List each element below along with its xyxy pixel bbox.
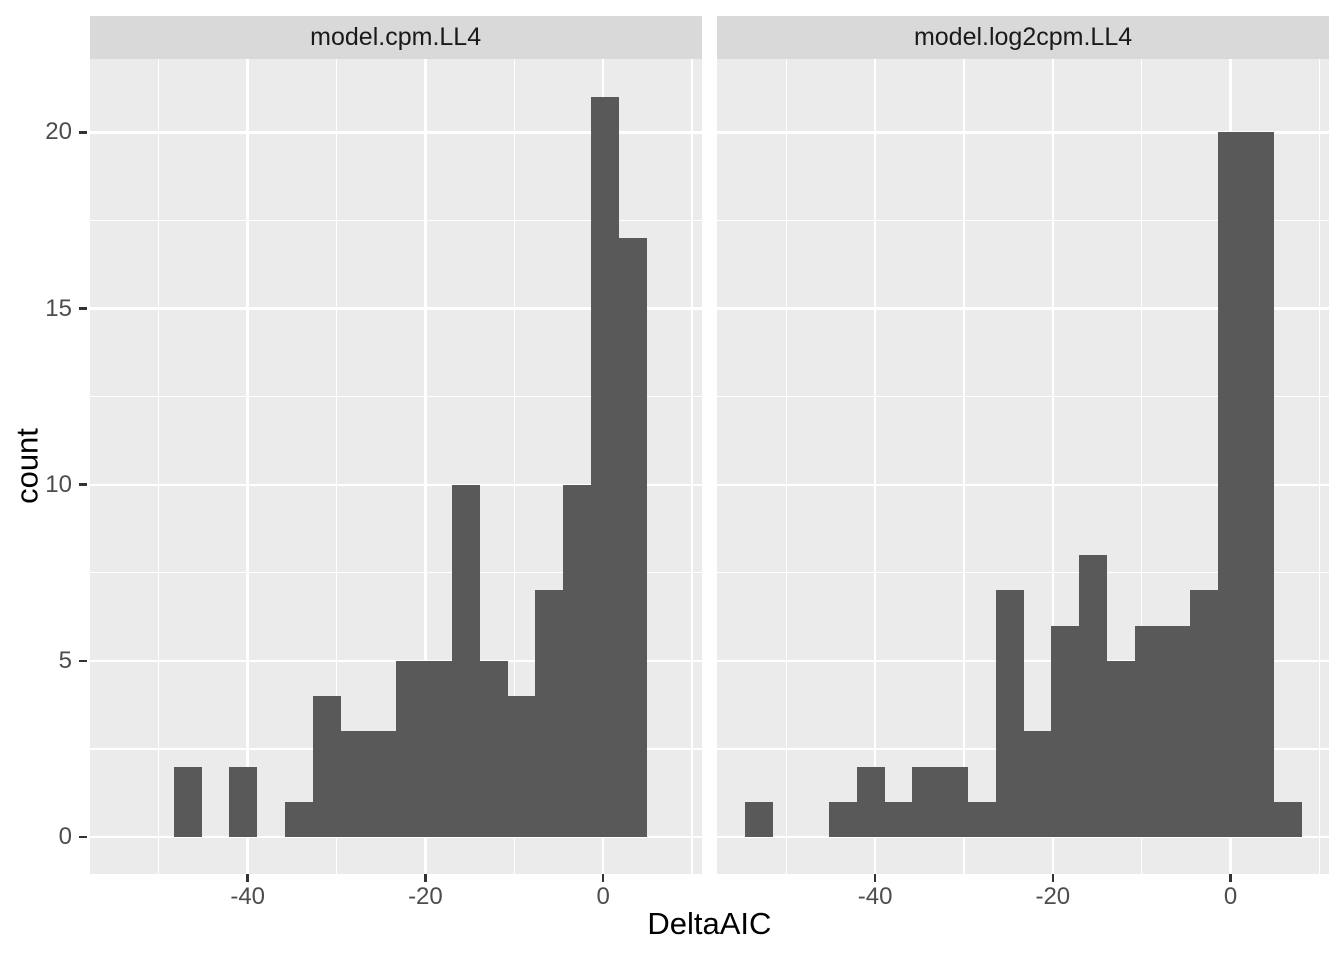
y-axis-title: count <box>9 428 45 504</box>
gridline-minor-horizontal <box>89 572 702 574</box>
x-tick-mark <box>246 874 249 882</box>
gridline-minor-vertical <box>1318 58 1320 874</box>
x-tick-label: -40 <box>230 882 266 910</box>
x-tick-mark <box>424 874 427 882</box>
plot-panel-left <box>89 58 702 874</box>
x-axis-title: DeltaAIC <box>647 906 772 941</box>
histogram-bar <box>745 801 774 837</box>
gridline-minor-horizontal <box>716 219 1330 222</box>
facet-strip-label: model.log2cpm.LL4 <box>913 22 1133 51</box>
gridline-minor-vertical <box>513 58 515 874</box>
x-tick-mark <box>1229 874 1232 882</box>
facet-strip-label: model.cpm.LL4 <box>310 22 482 51</box>
histogram-bar <box>479 660 508 837</box>
histogram-bar <box>173 766 202 837</box>
gridline-minor-vertical <box>785 58 787 874</box>
gridline-major-horizontal <box>716 483 1330 486</box>
x-tick-mark <box>1051 874 1055 882</box>
histogram-bar <box>1023 731 1052 837</box>
histogram-bar <box>396 660 425 837</box>
histogram-bar <box>312 696 341 837</box>
y-tick-label: 15 <box>45 294 72 322</box>
x-tick-label: 0 <box>1223 882 1238 910</box>
histogram-bar <box>423 660 453 837</box>
gridline-minor-horizontal <box>716 572 1330 574</box>
histogram-bar <box>1051 625 1080 837</box>
gridline-major-horizontal <box>716 307 1330 310</box>
x-tick-label: -20 <box>408 882 443 910</box>
gridline-major-horizontal <box>89 131 702 134</box>
gridline-major-vertical <box>424 58 427 874</box>
x-tick-label: 0 <box>596 882 610 910</box>
histogram-bar <box>229 766 258 837</box>
histogram-bar <box>1106 660 1136 837</box>
plot-panel-right <box>716 58 1330 874</box>
gridline-major-horizontal <box>716 131 1330 134</box>
facet-strip-right: model.log2cpm.LL4 <box>716 16 1330 59</box>
histogram-bar <box>1079 555 1108 837</box>
y-tick-mark <box>79 483 87 486</box>
gridline-minor-horizontal <box>89 396 702 398</box>
histogram-bar <box>1218 132 1247 837</box>
facet-strip-left: model.cpm.LL4 <box>89 16 702 59</box>
histogram-bar <box>1246 132 1275 837</box>
gridline-minor-horizontal <box>89 219 702 222</box>
y-tick-mark <box>79 131 87 134</box>
histogram-bar <box>451 484 480 837</box>
histogram-bar <box>828 801 857 837</box>
histogram-bar <box>940 766 969 837</box>
histogram-bar <box>1134 625 1163 837</box>
gridline-major-vertical <box>1051 58 1054 874</box>
gridline-minor-vertical <box>691 58 693 874</box>
gridline-minor-horizontal <box>716 396 1330 398</box>
gridline-major-horizontal <box>89 659 702 663</box>
histogram-bar <box>535 590 564 837</box>
y-tick-mark <box>79 835 87 839</box>
gridline-minor-vertical <box>335 58 338 874</box>
histogram-bar <box>340 731 369 837</box>
gridline-minor-vertical <box>1141 58 1143 874</box>
x-tick-mark <box>601 874 605 882</box>
x-tick-label: -20 <box>1035 882 1071 910</box>
histogram-bar <box>284 801 313 837</box>
gridline-minor-vertical <box>158 58 160 874</box>
y-tick-label: 0 <box>58 823 72 850</box>
y-tick-label: 20 <box>45 118 72 146</box>
x-tick-label: -40 <box>857 882 893 910</box>
y-tick-mark <box>79 659 87 663</box>
histogram-bar <box>912 766 941 837</box>
y-tick-mark <box>79 307 87 310</box>
histogram-bar <box>856 766 885 837</box>
histogram-bar <box>562 484 592 837</box>
gridline-minor-vertical <box>963 58 965 874</box>
histogram-bar <box>884 801 913 837</box>
histogram-bar <box>618 238 647 837</box>
gridline-major-horizontal <box>89 483 702 486</box>
gridline-major-horizontal <box>89 307 702 310</box>
gridline-major-vertical <box>246 58 249 874</box>
histogram-bar <box>590 97 619 837</box>
histogram-bar <box>368 731 397 837</box>
histogram-bar <box>967 801 996 837</box>
histogram-bar <box>1190 590 1219 837</box>
histogram-bar <box>507 696 536 837</box>
y-tick-label: 10 <box>45 470 72 498</box>
gridline-major-vertical <box>873 58 877 874</box>
histogram-bar <box>995 590 1024 837</box>
x-tick-mark <box>873 874 877 882</box>
y-tick-label: 5 <box>58 646 72 674</box>
histogram-bar <box>1273 801 1302 837</box>
histogram-bar <box>1162 625 1191 837</box>
